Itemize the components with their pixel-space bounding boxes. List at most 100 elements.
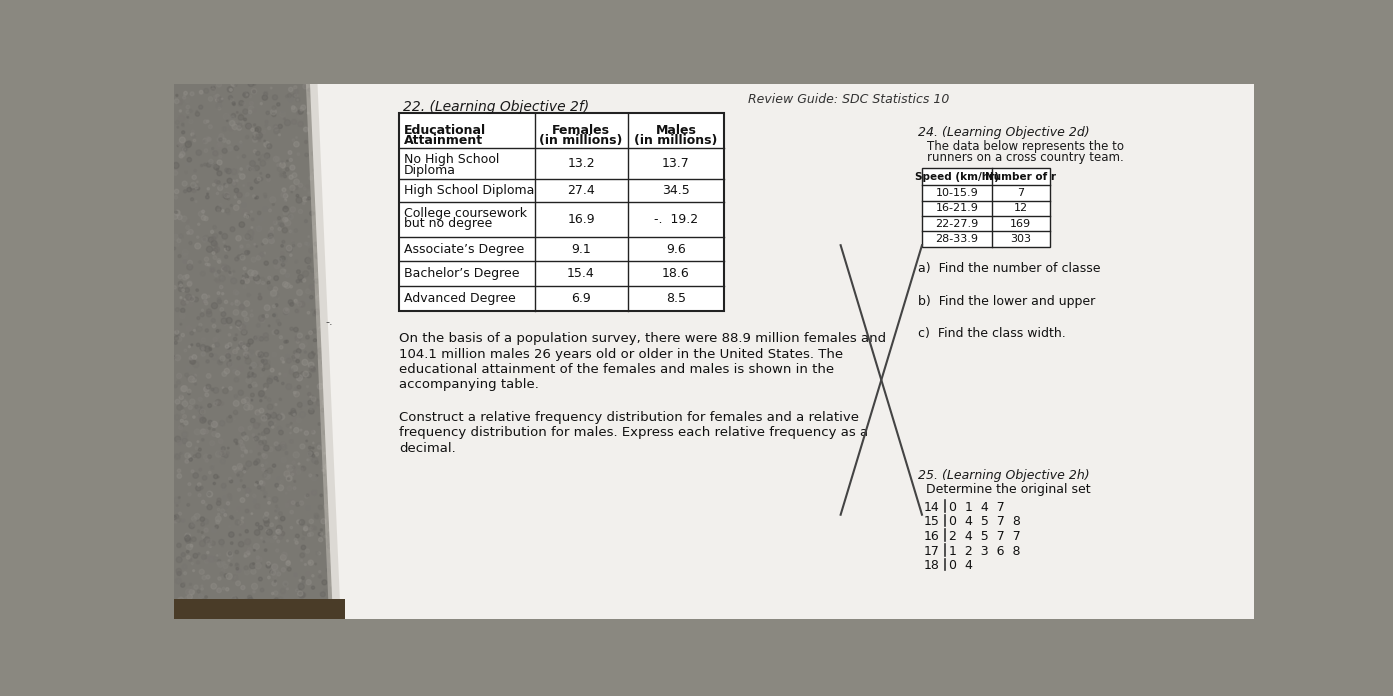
Text: 10-15.9: 10-15.9	[936, 188, 978, 198]
Circle shape	[208, 492, 210, 496]
Circle shape	[297, 374, 302, 381]
Circle shape	[242, 345, 245, 349]
Circle shape	[410, 557, 415, 562]
Circle shape	[194, 139, 196, 142]
Circle shape	[355, 511, 357, 512]
Circle shape	[362, 174, 366, 177]
Circle shape	[414, 306, 418, 310]
Circle shape	[365, 329, 371, 333]
Circle shape	[280, 599, 283, 601]
Circle shape	[263, 252, 266, 254]
Circle shape	[322, 317, 325, 319]
Circle shape	[305, 258, 311, 263]
Circle shape	[405, 384, 410, 389]
Circle shape	[284, 199, 287, 201]
Circle shape	[330, 416, 336, 420]
Circle shape	[361, 445, 366, 450]
Circle shape	[213, 338, 217, 342]
Circle shape	[230, 556, 233, 560]
Circle shape	[354, 371, 359, 377]
Circle shape	[344, 217, 348, 221]
Circle shape	[267, 404, 273, 410]
Circle shape	[191, 359, 195, 364]
Circle shape	[248, 376, 249, 378]
Circle shape	[248, 426, 252, 430]
Circle shape	[398, 196, 401, 198]
Circle shape	[336, 606, 337, 608]
Circle shape	[286, 246, 293, 251]
Circle shape	[185, 97, 189, 103]
Circle shape	[332, 271, 336, 275]
Circle shape	[258, 296, 262, 300]
Circle shape	[442, 301, 444, 303]
Circle shape	[242, 274, 248, 280]
Circle shape	[259, 364, 263, 367]
Circle shape	[358, 549, 364, 554]
Circle shape	[181, 123, 184, 125]
Circle shape	[299, 107, 304, 111]
Circle shape	[306, 494, 309, 497]
Circle shape	[426, 476, 430, 480]
Circle shape	[237, 489, 241, 491]
Circle shape	[382, 122, 384, 125]
Circle shape	[198, 448, 201, 451]
Circle shape	[419, 194, 423, 198]
Circle shape	[280, 555, 286, 560]
Circle shape	[226, 209, 230, 213]
Circle shape	[362, 425, 365, 427]
Circle shape	[405, 136, 412, 142]
Circle shape	[306, 373, 311, 378]
Circle shape	[340, 551, 341, 553]
Circle shape	[320, 519, 326, 524]
Circle shape	[276, 525, 283, 531]
Circle shape	[201, 352, 205, 356]
Circle shape	[347, 120, 352, 126]
Text: 17: 17	[924, 545, 940, 557]
Circle shape	[206, 137, 212, 141]
Circle shape	[376, 514, 379, 518]
Circle shape	[366, 436, 369, 438]
Circle shape	[312, 397, 316, 402]
Circle shape	[283, 308, 290, 313]
Circle shape	[251, 168, 255, 171]
Circle shape	[341, 393, 347, 397]
Circle shape	[293, 452, 299, 458]
Circle shape	[376, 526, 378, 528]
Circle shape	[245, 214, 247, 216]
Circle shape	[233, 182, 237, 187]
Circle shape	[198, 483, 201, 487]
Circle shape	[433, 522, 436, 524]
Circle shape	[230, 227, 235, 232]
Circle shape	[293, 461, 295, 464]
Circle shape	[304, 611, 306, 614]
Circle shape	[329, 265, 332, 268]
Circle shape	[333, 157, 336, 159]
Circle shape	[206, 384, 210, 389]
Circle shape	[297, 470, 301, 475]
Circle shape	[379, 450, 383, 454]
Circle shape	[400, 612, 404, 615]
Circle shape	[231, 81, 237, 86]
Circle shape	[298, 109, 304, 114]
Circle shape	[308, 533, 311, 537]
Circle shape	[228, 126, 230, 127]
Circle shape	[365, 587, 366, 589]
Circle shape	[188, 483, 191, 486]
Circle shape	[206, 551, 209, 554]
Circle shape	[440, 93, 443, 95]
Circle shape	[355, 592, 361, 598]
Circle shape	[252, 138, 258, 142]
Circle shape	[203, 235, 209, 242]
Circle shape	[188, 406, 192, 409]
Circle shape	[414, 97, 419, 102]
Circle shape	[442, 258, 447, 262]
Circle shape	[336, 420, 341, 425]
Circle shape	[378, 136, 382, 141]
Circle shape	[411, 381, 414, 383]
Circle shape	[251, 393, 255, 397]
Circle shape	[213, 234, 217, 239]
Circle shape	[196, 150, 202, 155]
Circle shape	[199, 466, 205, 471]
Circle shape	[185, 141, 191, 148]
Circle shape	[312, 351, 313, 353]
